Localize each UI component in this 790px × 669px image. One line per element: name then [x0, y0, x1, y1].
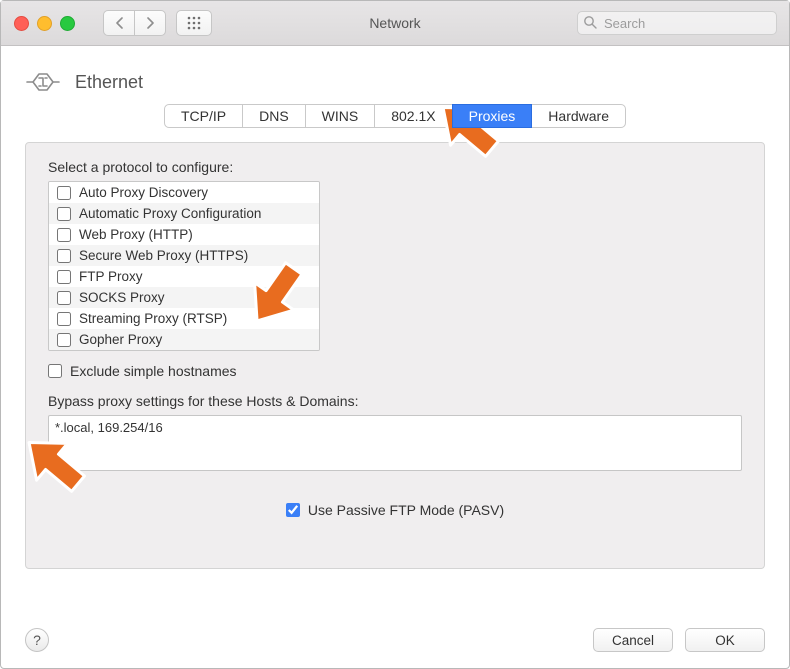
exclude-hostnames-row: Exclude simple hostnames [48, 363, 742, 379]
protocol-checkbox[interactable] [57, 186, 71, 200]
protocol-checkbox[interactable] [57, 312, 71, 326]
nav-back-forward [103, 10, 166, 36]
protocol-checkbox[interactable] [57, 270, 71, 284]
protocol-label: Automatic Proxy Configuration [79, 206, 261, 221]
protocol-row[interactable]: Automatic Proxy Configuration [49, 203, 319, 224]
protocol-label: FTP Proxy [79, 269, 143, 284]
search-wrap [577, 11, 777, 35]
titlebar: Network [1, 1, 789, 46]
protocol-label: Web Proxy (HTTP) [79, 227, 193, 242]
protocol-checkbox[interactable] [57, 291, 71, 305]
help-button[interactable]: ? [25, 628, 49, 652]
protocol-row[interactable]: FTP Proxy [49, 266, 319, 287]
protocol-checkbox[interactable] [57, 228, 71, 242]
protocol-checkbox[interactable] [57, 249, 71, 263]
grid-icon [187, 16, 201, 30]
minimize-icon[interactable] [37, 16, 52, 31]
search-icon [583, 15, 597, 32]
protocol-row[interactable]: Web Proxy (HTTP) [49, 224, 319, 245]
help-icon: ? [33, 632, 41, 648]
footer: ? Cancel OK [25, 628, 765, 652]
tabs-bar: TCP/IPDNSWINS802.1XProxiesHardware [1, 104, 789, 128]
protocol-list: Auto Proxy Discovery Automatic Proxy Conf… [48, 181, 320, 351]
protocol-row[interactable]: Auto Proxy Discovery [49, 182, 319, 203]
protocol-row[interactable]: Streaming Proxy (RTSP) [49, 308, 319, 329]
chevron-left-icon [115, 17, 124, 29]
cancel-button[interactable]: Cancel [593, 628, 673, 652]
show-all-button[interactable] [176, 10, 212, 36]
pasv-row: Use Passive FTP Mode (PASV) [48, 502, 742, 518]
close-icon[interactable] [14, 16, 29, 31]
window-frame: Network PCrisk.com Ethernet [0, 0, 790, 669]
protocol-checkbox[interactable] [57, 207, 71, 221]
exclude-label: Exclude simple hostnames [70, 363, 237, 379]
protocol-checkbox[interactable] [57, 333, 71, 347]
tab-8021x[interactable]: 802.1X [374, 104, 452, 128]
content-header: Ethernet [1, 46, 789, 100]
protocol-label: Streaming Proxy (RTSP) [79, 311, 227, 326]
protocol-row[interactable]: SOCKS Proxy [49, 287, 319, 308]
bypass-label: Bypass proxy settings for these Hosts & … [48, 393, 742, 409]
protocol-row[interactable]: Secure Web Proxy (HTTPS) [49, 245, 319, 266]
ok-button[interactable]: OK [685, 628, 765, 652]
ethernet-icon [25, 64, 61, 100]
tab-proxies[interactable]: Proxies [452, 104, 533, 128]
pasv-checkbox[interactable] [286, 503, 300, 517]
tab-wins[interactable]: WINS [305, 104, 376, 128]
bypass-textarea[interactable] [48, 415, 742, 471]
chevron-right-icon [146, 17, 155, 29]
settings-panel: Select a protocol to configure: Auto Pro… [25, 142, 765, 569]
protocol-row[interactable]: Gopher Proxy [49, 329, 319, 350]
tab-dns[interactable]: DNS [242, 104, 306, 128]
interface-title: Ethernet [75, 72, 143, 93]
tab-hardware[interactable]: Hardware [531, 104, 626, 128]
back-button[interactable] [103, 10, 134, 36]
forward-button[interactable] [134, 10, 166, 36]
pasv-label: Use Passive FTP Mode (PASV) [308, 502, 504, 518]
protocol-label: Select a protocol to configure: [48, 159, 742, 175]
protocol-label: SOCKS Proxy [79, 290, 165, 305]
traffic-lights [14, 16, 75, 31]
protocol-label: Auto Proxy Discovery [79, 185, 208, 200]
search-input[interactable] [577, 11, 777, 35]
protocol-label: Gopher Proxy [79, 332, 162, 347]
protocol-label: Secure Web Proxy (HTTPS) [79, 248, 248, 263]
tab-tcpip[interactable]: TCP/IP [164, 104, 243, 128]
maximize-icon[interactable] [60, 16, 75, 31]
exclude-checkbox[interactable] [48, 364, 62, 378]
